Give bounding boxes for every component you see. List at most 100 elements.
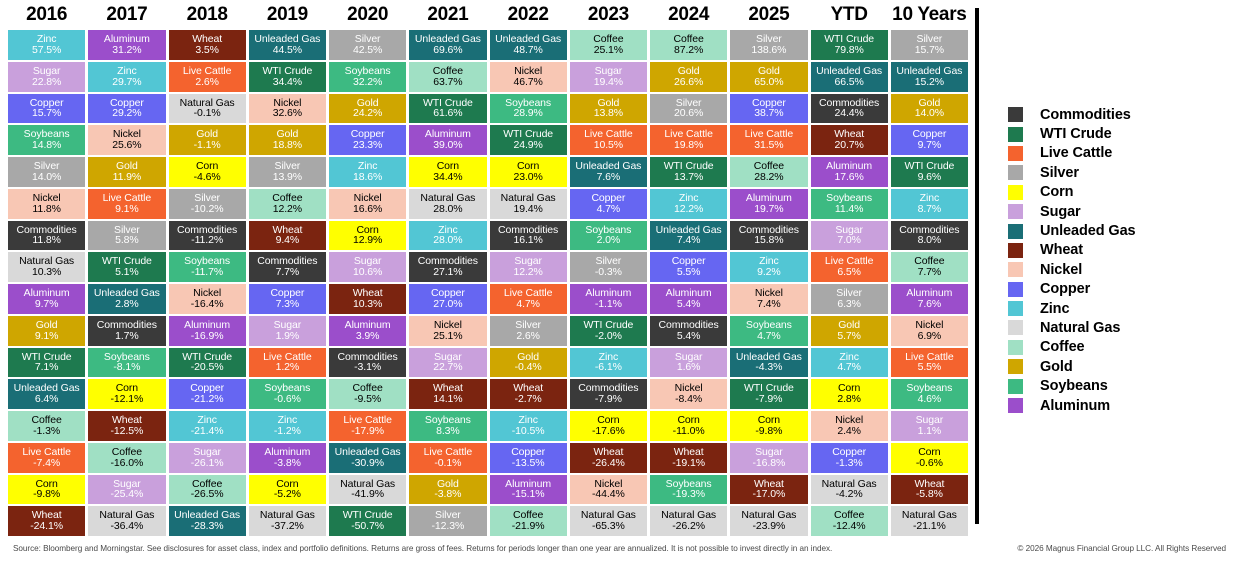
return-cell[interactable]: Natural Gas -65.3% [569, 506, 647, 536]
return-cell[interactable]: Unleaded Gas -28.3% [168, 506, 246, 536]
return-cell[interactable]: Aluminum 9.7% [8, 284, 86, 314]
legend-item[interactable]: Unleaded Gas [1008, 221, 1223, 240]
return-cell[interactable]: Aluminum 39.0% [409, 125, 487, 155]
return-cell[interactable]: Copper 7.3% [248, 284, 326, 314]
return-cell[interactable]: Zinc 12.2% [650, 188, 728, 219]
return-cell[interactable]: Zinc -10.5% [489, 411, 567, 441]
legend-item[interactable]: Nickel [1008, 260, 1223, 279]
return-cell[interactable]: Wheat -24.1% [8, 506, 86, 536]
return-cell[interactable]: Soybeans 14.8% [8, 125, 86, 155]
return-cell[interactable]: Aluminum -15.1% [489, 474, 567, 505]
return-cell[interactable]: Natural Gas -23.9% [730, 506, 808, 536]
return-cell[interactable]: Nickel 2.4% [810, 411, 888, 441]
return-cell[interactable]: Nickel -8.4% [650, 379, 728, 409]
return-cell[interactable]: Live Cattle 19.8% [650, 125, 728, 155]
return-cell[interactable]: Aluminum 7.6% [890, 284, 968, 314]
return-cell[interactable]: Aluminum 17.6% [810, 157, 888, 187]
return-cell[interactable]: Gold 26.6% [650, 61, 728, 92]
legend-item[interactable]: Corn [1008, 183, 1223, 202]
return-cell[interactable]: Sugar 7.0% [810, 220, 888, 251]
return-cell[interactable]: Copper 15.7% [8, 93, 86, 124]
return-cell[interactable]: Aluminum -1.1% [569, 284, 647, 314]
return-cell[interactable]: Soybeans 8.3% [409, 411, 487, 441]
return-cell[interactable]: Corn 2.8% [810, 379, 888, 409]
return-cell[interactable]: WTI Crude -50.7% [329, 506, 407, 536]
return-cell[interactable]: Wheat -26.4% [569, 442, 647, 473]
return-cell[interactable]: Nickel 16.6% [329, 188, 407, 219]
legend-item[interactable]: Soybeans [1008, 376, 1223, 395]
legend-item[interactable]: Natural Gas [1008, 318, 1223, 337]
return-cell[interactable]: Sugar -25.4% [88, 474, 166, 505]
return-cell[interactable]: Coffee 87.2% [650, 30, 728, 60]
return-cell[interactable]: Unleaded Gas 7.4% [650, 220, 728, 251]
return-cell[interactable]: Gold 11.9% [88, 157, 166, 187]
return-cell[interactable]: Unleaded Gas 66.5% [810, 61, 888, 92]
return-cell[interactable]: Coffee -9.5% [329, 379, 407, 409]
return-cell[interactable]: Zinc 57.5% [8, 30, 86, 60]
return-cell[interactable]: Corn -4.6% [168, 157, 246, 187]
return-cell[interactable]: Nickel 46.7% [489, 61, 567, 92]
return-cell[interactable]: Sugar 22.7% [409, 347, 487, 378]
return-cell[interactable]: Live Cattle -17.9% [329, 411, 407, 441]
return-cell[interactable]: Wheat -12.5% [88, 411, 166, 441]
return-cell[interactable]: Corn -17.6% [569, 411, 647, 441]
return-cell[interactable]: Nickel 25.1% [409, 315, 487, 346]
return-cell[interactable]: Copper 29.2% [88, 93, 166, 124]
return-cell[interactable]: Live Cattle -0.1% [409, 442, 487, 473]
return-cell[interactable]: Natural Gas 28.0% [409, 188, 487, 219]
return-cell[interactable]: Unleaded Gas -30.9% [329, 442, 407, 473]
return-cell[interactable]: Coffee -16.0% [88, 442, 166, 473]
return-cell[interactable]: Soybeans 11.4% [810, 188, 888, 219]
return-cell[interactable]: Aluminum -3.8% [248, 442, 326, 473]
return-cell[interactable]: Live Cattle -7.4% [8, 442, 86, 473]
return-cell[interactable]: Coffee -26.5% [168, 474, 246, 505]
return-cell[interactable]: Nickel -44.4% [569, 474, 647, 505]
return-cell[interactable]: Unleaded Gas 2.8% [88, 284, 166, 314]
return-cell[interactable]: Aluminum 19.7% [730, 188, 808, 219]
return-cell[interactable]: WTI Crude 61.6% [409, 93, 487, 124]
return-cell[interactable]: Unleaded Gas -4.3% [730, 347, 808, 378]
return-cell[interactable]: Corn -0.6% [890, 442, 968, 473]
return-cell[interactable]: Zinc -1.2% [248, 411, 326, 441]
return-cell[interactable]: Gold 14.0% [890, 93, 968, 124]
return-cell[interactable]: Gold 18.8% [248, 125, 326, 155]
return-cell[interactable]: Live Cattle 9.1% [88, 188, 166, 219]
return-cell[interactable]: Nickel 32.6% [248, 93, 326, 124]
return-cell[interactable]: Copper -1.3% [810, 442, 888, 473]
return-cell[interactable]: Coffee -12.4% [810, 506, 888, 536]
return-cell[interactable]: Natural Gas -21.1% [890, 506, 968, 536]
return-cell[interactable]: Coffee -21.9% [489, 506, 567, 536]
return-cell[interactable]: Aluminum 5.4% [650, 284, 728, 314]
return-cell[interactable]: Copper -21.2% [168, 379, 246, 409]
return-cell[interactable]: Unleaded Gas 15.2% [890, 61, 968, 92]
return-cell[interactable]: Nickel -16.4% [168, 284, 246, 314]
return-cell[interactable]: Commodities -3.1% [329, 347, 407, 378]
return-cell[interactable]: Coffee 25.1% [569, 30, 647, 60]
return-cell[interactable]: Live Cattle 4.7% [489, 284, 567, 314]
return-cell[interactable]: Gold -3.8% [409, 474, 487, 505]
return-cell[interactable]: Unleaded Gas 44.5% [248, 30, 326, 60]
return-cell[interactable]: Commodities 15.8% [730, 220, 808, 251]
legend-item[interactable]: WTI Crude [1008, 124, 1223, 143]
return-cell[interactable]: Silver 138.6% [730, 30, 808, 60]
return-cell[interactable]: Soybeans -8.1% [88, 347, 166, 378]
legend-item[interactable]: Silver [1008, 163, 1223, 182]
return-cell[interactable]: Silver 15.7% [890, 30, 968, 60]
return-cell[interactable]: Zinc 29.7% [88, 61, 166, 92]
return-cell[interactable]: Commodities 8.0% [890, 220, 968, 251]
return-cell[interactable]: Sugar 1.1% [890, 411, 968, 441]
return-cell[interactable]: Silver 2.6% [489, 315, 567, 346]
return-cell[interactable]: WTI Crude 24.9% [489, 125, 567, 155]
return-cell[interactable]: Silver 20.6% [650, 93, 728, 124]
return-cell[interactable]: Commodities -7.9% [569, 379, 647, 409]
legend-item[interactable]: Live Cattle [1008, 144, 1223, 163]
return-cell[interactable]: Natural Gas -4.2% [810, 474, 888, 505]
return-cell[interactable]: Silver 6.3% [810, 284, 888, 314]
return-cell[interactable]: Silver 5.8% [88, 220, 166, 251]
return-cell[interactable]: Wheat -2.7% [489, 379, 567, 409]
return-cell[interactable]: Soybeans 2.0% [569, 220, 647, 251]
return-cell[interactable]: Commodities 16.1% [489, 220, 567, 251]
return-cell[interactable]: Live Cattle 6.5% [810, 252, 888, 282]
return-cell[interactable]: Silver -0.3% [569, 252, 647, 282]
return-cell[interactable]: Wheat -5.8% [890, 474, 968, 505]
